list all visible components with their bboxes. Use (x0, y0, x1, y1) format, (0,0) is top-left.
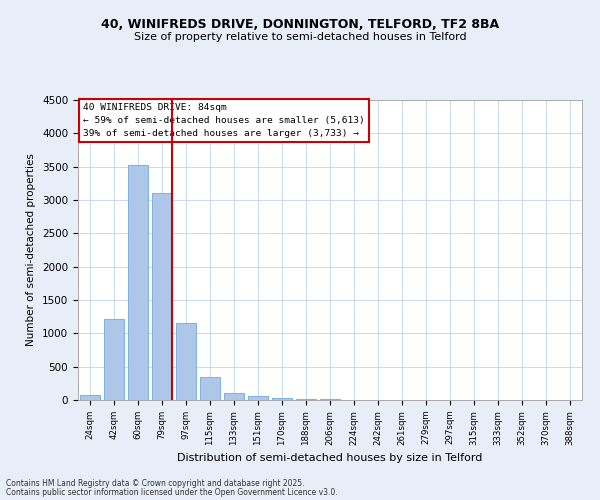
Bar (296, 398, 316, 400)
Text: Contains public sector information licensed under the Open Government Licence v3: Contains public sector information licen… (6, 488, 338, 497)
Bar (224, 393, 244, 400)
Text: 40, WINIFREDS DRIVE, DONNINGTON, TELFORD, TF2 8BA: 40, WINIFREDS DRIVE, DONNINGTON, TELFORD… (101, 18, 499, 30)
X-axis label: Distribution of semi-detached houses by size in Telford: Distribution of semi-detached houses by … (178, 453, 482, 463)
Text: Contains HM Land Registry data © Crown copyright and database right 2025.: Contains HM Land Registry data © Crown c… (6, 479, 305, 488)
Bar (104, 319, 124, 400)
Bar (128, 166, 148, 400)
Bar (272, 398, 292, 400)
Bar (248, 396, 268, 400)
Text: 40 WINIFREDS DRIVE: 84sqm
← 59% of semi-detached houses are smaller (5,613)
39% : 40 WINIFREDS DRIVE: 84sqm ← 59% of semi-… (83, 103, 365, 138)
Bar (200, 376, 220, 400)
Bar (80, 395, 100, 400)
Bar (176, 322, 196, 400)
Y-axis label: Number of semi-detached properties: Number of semi-detached properties (26, 154, 37, 346)
Text: Size of property relative to semi-detached houses in Telford: Size of property relative to semi-detach… (134, 32, 466, 42)
Bar (152, 192, 172, 400)
